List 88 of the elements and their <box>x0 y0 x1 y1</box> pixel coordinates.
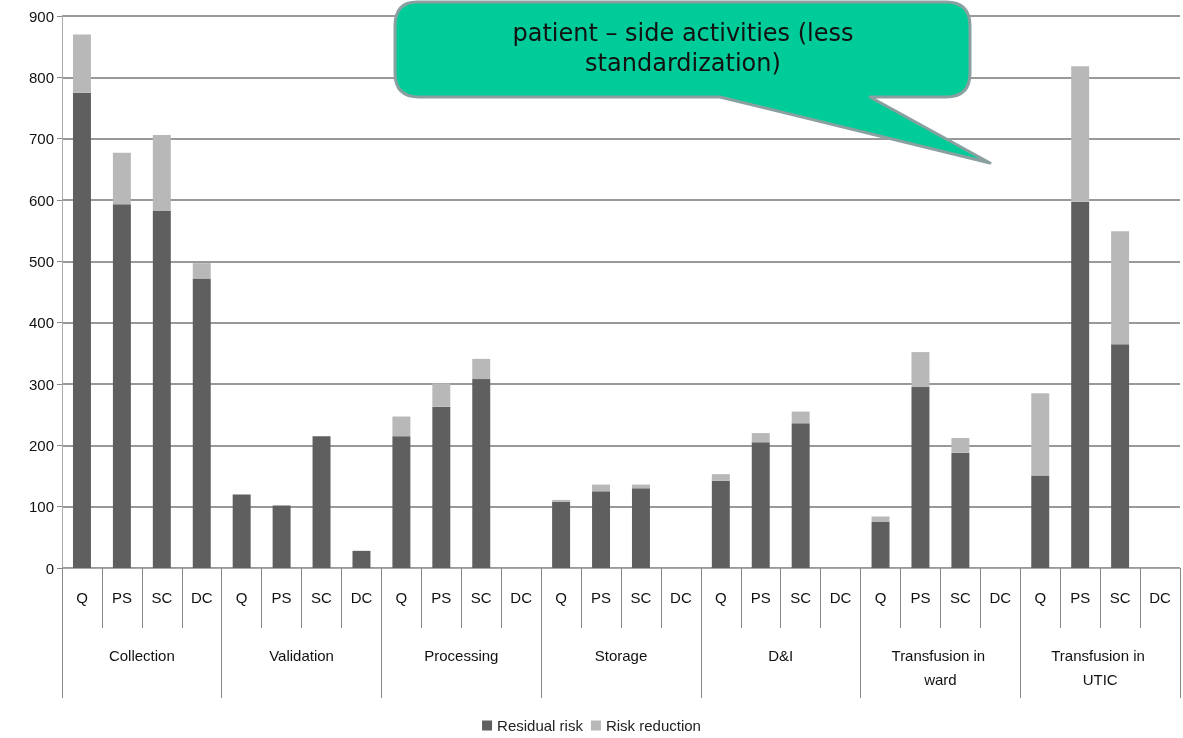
bar <box>951 437 970 453</box>
bar <box>392 416 411 437</box>
x-tick-label: PS <box>431 589 452 606</box>
bar <box>871 522 890 568</box>
bar <box>152 134 171 212</box>
bar <box>432 406 451 568</box>
bar <box>312 436 331 568</box>
legend-label: Residual risk <box>497 717 584 734</box>
bar <box>631 488 650 568</box>
text: Storage <box>594 646 648 664</box>
y-tick-label: 900 <box>28 7 54 25</box>
bar <box>711 480 730 568</box>
bar <box>711 474 730 481</box>
legend-label: Risk reduction <box>605 717 701 734</box>
x-tick-label: Q <box>1034 589 1047 606</box>
bar <box>1071 201 1090 568</box>
bar <box>72 34 91 93</box>
bar <box>112 204 131 568</box>
text: Collection <box>108 646 175 664</box>
x-tick-label: DC <box>1149 589 1172 606</box>
text: Validation <box>269 646 334 664</box>
bar <box>472 358 491 380</box>
x-tick-label: Q <box>874 589 887 606</box>
x-tick-label: PS <box>1070 589 1091 606</box>
y-tick-label: 0 <box>45 559 54 577</box>
x-tick-label: SC <box>1109 589 1131 606</box>
x-tick-label: SC <box>790 589 812 606</box>
text: Transfusion in ward <box>891 646 990 688</box>
bar <box>352 550 371 568</box>
text: Processing <box>424 646 499 664</box>
x-tick-label: DC <box>190 589 213 606</box>
bar <box>751 442 770 568</box>
x-tick-label: SC <box>151 589 173 606</box>
speech-bubble: patient – side activities (less standardization) <box>393 0 993 166</box>
x-tick-label: DC <box>989 589 1012 606</box>
x-tick-label: Q <box>395 589 408 606</box>
bar <box>272 505 291 568</box>
bar <box>192 263 211 279</box>
x-tick-label: DC <box>350 589 373 606</box>
bar <box>791 411 810 424</box>
x-tick-label: Q <box>714 589 727 606</box>
x-tick-label: SC <box>630 589 652 606</box>
bar <box>432 383 451 407</box>
x-tick-label: SC <box>470 589 492 606</box>
bar <box>1031 393 1050 476</box>
x-tick-label: DC <box>829 589 852 606</box>
x-tick-label: Q <box>76 589 88 606</box>
bar <box>911 352 930 388</box>
bar <box>871 516 890 522</box>
bar <box>392 436 411 568</box>
bar <box>1111 231 1130 345</box>
bar <box>72 92 91 568</box>
y-tick-label: 700 <box>28 130 54 148</box>
bar <box>1071 66 1090 202</box>
x-tick-label: PS <box>591 589 612 606</box>
y-tick-label: 800 <box>28 68 54 86</box>
bar <box>911 387 930 568</box>
bar <box>791 423 810 568</box>
bar <box>751 433 770 443</box>
x-tick-label: PS <box>271 589 292 606</box>
x-tick-label: DC <box>510 589 533 606</box>
x-tick-label: SC <box>949 589 971 606</box>
y-tick-label: 400 <box>28 314 54 332</box>
x-tick-label: DC <box>670 589 692 606</box>
bar <box>232 494 251 568</box>
y-tick-label: 200 <box>28 436 54 454</box>
bar <box>1031 475 1050 568</box>
y-tick-label: 500 <box>28 252 54 270</box>
bar <box>472 379 491 568</box>
bar <box>951 452 970 568</box>
x-tick-label: PS <box>750 589 771 606</box>
x-tick-label: SC <box>311 589 333 606</box>
annotation: patient – side activities (less standardization) <box>511 18 855 79</box>
y-tick-label: 300 <box>28 375 54 393</box>
bar <box>552 501 571 568</box>
bar <box>112 152 131 205</box>
bar <box>152 211 171 568</box>
x-tick-label: PS <box>910 589 931 606</box>
x-tick-label: Q <box>235 589 248 606</box>
y-tick-label: 600 <box>28 191 54 209</box>
bar <box>192 278 211 568</box>
y-tick-label: 100 <box>28 498 54 516</box>
bar <box>1111 344 1130 568</box>
bar <box>592 491 611 568</box>
text: Transfusion in UTIC <box>1051 646 1150 688</box>
x-tick-label: Q <box>555 589 567 606</box>
text: D&I <box>768 646 794 664</box>
x-tick-label: PS <box>111 589 132 606</box>
